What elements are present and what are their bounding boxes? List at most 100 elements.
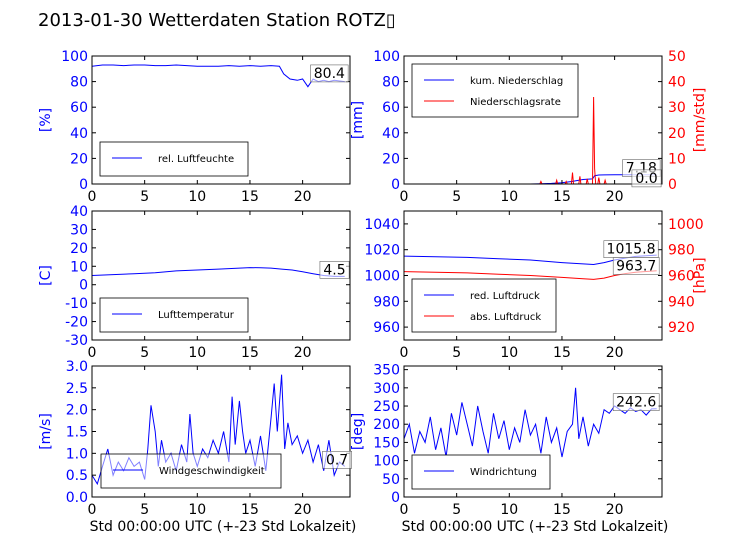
x-tick-label: 10 [500, 345, 518, 361]
panel-humidity: 0 5 10 15 20 0 20 40 60 80 100 [%] rel. Luftfeuchte 8… [38, 49, 351, 205]
plot-frame-humidity [91, 55, 351, 185]
legend-pressure: red. Luftdruck abs. Luftdruck [411, 278, 557, 333]
value-annotation: 4.5 [319, 261, 350, 279]
legend-temperature: Lufttemperatur [99, 297, 249, 333]
y-tick-label: -20 [65, 315, 88, 331]
annotation-text: 963.7 [616, 258, 656, 274]
value-annotation: 0.0 [631, 169, 662, 188]
legend-box [100, 453, 282, 489]
y2-tick-label: 940 [668, 294, 695, 310]
y-tick-label: 0.0 [66, 490, 88, 506]
legend-precipitation: kum. Niederschlag Niederschlagsrate [411, 63, 579, 118]
y-tick-label: 2.5 [66, 381, 88, 397]
y-tick-label: 150 [373, 435, 400, 451]
x-tick-label: 10 [188, 345, 206, 361]
value-annotation: 242.6 [612, 393, 660, 411]
y-axis-label: [deg] [350, 413, 366, 450]
y-tick-label: 40 [70, 204, 88, 220]
y-tick-label: 80 [382, 75, 400, 91]
y-tick-label: 1000 [364, 269, 400, 285]
x-tick-label: 5 [140, 345, 149, 361]
x-tick-label: 5 [140, 189, 149, 205]
annotation-box [310, 64, 349, 83]
y-tick-label: 40 [70, 126, 88, 142]
x-tick-label: 10 [500, 189, 518, 205]
x-tick-label: 5 [140, 502, 149, 518]
y-tick-label: 20 [70, 151, 88, 167]
legend-winddirection: Windrichtung [411, 454, 551, 490]
x-tick-label: 10 [500, 502, 518, 518]
panel-temperature: 0 5 10 15 20 -30 -20 -10 0 10 20 30 40 [C] Lufttempera… [38, 204, 351, 361]
y-tick-label: 0 [79, 278, 88, 294]
x-tick-label: 15 [241, 502, 259, 518]
y-tick-label: 960 [373, 320, 400, 336]
y2-tick-label: 960 [668, 269, 695, 285]
y-tick-label: 60 [382, 100, 400, 116]
value-annotation: 1015.8 [603, 240, 659, 258]
legend-box [411, 63, 579, 118]
legend-windspeed: Windgeschwindigkeit [100, 453, 282, 489]
y2-tick-label: 40 [668, 75, 686, 91]
x-tick-label: 20 [606, 502, 624, 518]
x-tick-label: 15 [241, 345, 259, 361]
series-line-humidity-0 [92, 64, 345, 88]
y-tick-label: 30 [70, 222, 88, 238]
x-tick-label: 20 [606, 189, 624, 205]
x-tick-label: 20 [294, 345, 312, 361]
y-tick-label: 0 [391, 177, 400, 193]
annotation-box [319, 261, 350, 279]
x-tick-label: 15 [241, 189, 259, 205]
y2-tick-label: 920 [668, 320, 695, 336]
y-tick-label: 100 [373, 49, 400, 65]
y-axis-label: [m/s] [38, 413, 54, 450]
y-tick-label: 1020 [364, 243, 400, 259]
x-axis-label: Std 00:00:00 UTC (+-23 Std Lokalzeit) [90, 519, 357, 535]
x-tick-label: 0 [400, 189, 409, 205]
y-tick-label: 350 [373, 363, 400, 379]
annotation-box [322, 451, 353, 469]
x-tick-label: 20 [606, 345, 624, 361]
legend-label: red. Luftdruck [470, 291, 540, 302]
x-tick-label: 15 [553, 345, 571, 361]
annotation-text: 242.6 [616, 395, 656, 411]
legend-label: Lufttemperatur [158, 310, 235, 321]
y-tick-label: 20 [70, 241, 88, 257]
y-tick-label: 980 [373, 294, 400, 310]
x-tick-label: 15 [553, 189, 571, 205]
x-tick-label: 5 [452, 189, 461, 205]
legend-label: kum. Niederschlag [470, 76, 563, 87]
series-line-precipitation-1 [404, 96, 657, 184]
y2-tick-label: 980 [668, 243, 695, 259]
x-tick-label: 0 [88, 345, 97, 361]
panel-precipitation: 0 5 10 15 20 0 20 40 60 80 100 0 10 20 30 40 50 [mm] [mm/s… [350, 49, 708, 205]
legend-label: rel. Luftfeuchte [158, 154, 234, 165]
y-axis-label: [C] [38, 265, 54, 286]
y-axis-label: [%] [38, 108, 54, 132]
y-tick-label: 2.0 [66, 403, 88, 419]
y-tick-label: 0.5 [66, 468, 88, 484]
y-tick-label: 80 [70, 75, 88, 91]
x-tick-label: 0 [400, 345, 409, 361]
y-tick-label: 1.0 [66, 446, 88, 462]
x-tick-label: 10 [188, 189, 206, 205]
y-axis-label: [mm] [350, 101, 366, 139]
value-annotation: 963.7 [612, 257, 660, 275]
y-tick-label: 60 [70, 100, 88, 116]
annotation-text: 0.7 [326, 452, 348, 468]
annotation-box [612, 393, 660, 411]
y-tick-label: 100 [373, 454, 400, 470]
legend-label: Windrichtung [470, 467, 537, 478]
annotation-box [612, 257, 660, 275]
x-tick-label: 0 [88, 189, 97, 205]
y2-axis-label: [mm/std] [692, 88, 708, 153]
legend-label: Niederschlagsrate [470, 97, 561, 108]
x-tick-label: 10 [188, 502, 206, 518]
panel-windspeed: 0 5 10 15 20 0.0 0.5 1.0 1.5 2.0 2.5 3.0 [m/s] Std 00… [38, 359, 356, 535]
legend-humidity: rel. Luftfeuchte [99, 141, 249, 177]
x-tick-label: 0 [88, 502, 97, 518]
y2-tick-label: 20 [668, 126, 686, 142]
annotation-text: 0.0 [635, 171, 657, 187]
x-tick-label: 20 [294, 189, 312, 205]
x-tick-label: 15 [553, 502, 571, 518]
